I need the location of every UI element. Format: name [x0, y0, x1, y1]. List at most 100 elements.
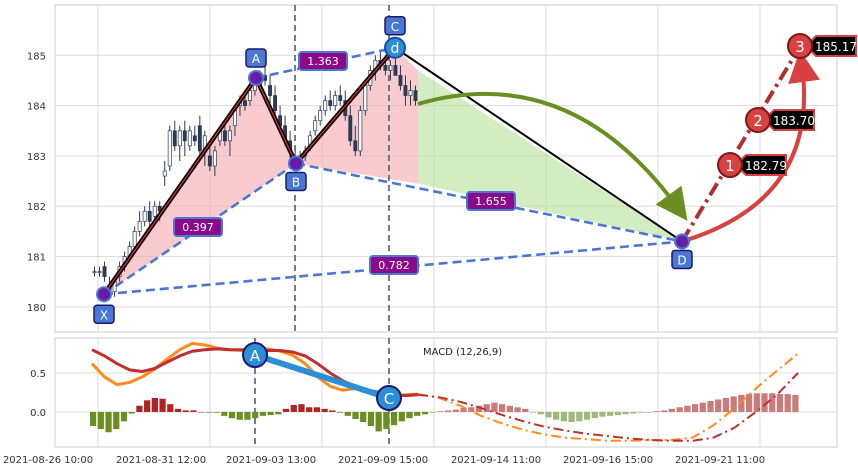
x-tick-label: 2021-09-16 15:00 [563, 455, 653, 466]
macd-ytick-label: 0.5 [30, 369, 46, 380]
candle-body [92, 271, 97, 273]
macd-histogram-bar [661, 410, 668, 412]
macd-histogram-bar [144, 400, 151, 412]
macd-histogram-bar [128, 411, 135, 414]
candle-body [323, 100, 328, 111]
macd-histogram-bar [360, 411, 367, 423]
ratio-label: 0.397 [182, 221, 214, 234]
candle-body [273, 95, 278, 111]
xab-triangle [104, 77, 296, 295]
macd-histogram-bar [383, 411, 390, 430]
price-ytick-label: 184 [27, 102, 46, 113]
target-value-label: 182.79 [745, 159, 787, 173]
point-label: B [292, 175, 300, 189]
macd-histogram-bar [591, 411, 598, 419]
point-label: C [391, 20, 399, 34]
price-ytick-label: 180 [27, 303, 46, 314]
macd-histogram-bar [769, 393, 776, 412]
candle-body [348, 115, 353, 142]
macd-histogram-bar [352, 411, 359, 419]
target-number: 3 [795, 38, 805, 56]
target-circle [745, 107, 771, 133]
ratio-label-box [369, 255, 419, 275]
candle-body [413, 90, 418, 101]
macd-histogram-bar [228, 411, 236, 419]
candle-body [167, 130, 172, 167]
macd-histogram-bar [537, 411, 544, 415]
macd-histogram-bar [198, 411, 205, 413]
macd-histogram-bar [676, 407, 683, 412]
macd-histogram-bar [707, 401, 714, 412]
point-label-box [245, 48, 267, 68]
macd-ytick-label: 0.0 [30, 408, 46, 419]
macd-histogram-bar [282, 408, 290, 412]
macd-point-label: C [384, 390, 394, 408]
macd-histogram-bar [221, 411, 228, 416]
macd-histogram-bar [236, 411, 243, 420]
candle-body [212, 150, 217, 167]
macd-histogram-bar [776, 394, 784, 412]
macd-histogram-bar [506, 405, 513, 412]
ratio-label: 1.655 [475, 195, 507, 208]
candle-body [97, 271, 102, 273]
price-ytick-label: 181 [27, 253, 46, 264]
macd-histogram-bar [699, 402, 706, 412]
ratio-label-box [173, 217, 223, 237]
macd-histogram-bar [745, 394, 753, 412]
candle-body [268, 85, 272, 96]
macd-histogram-bar [213, 411, 220, 413]
projection-arrow [417, 91, 688, 221]
macd-histogram-bar [599, 411, 606, 417]
price-ytick-label: 183 [27, 152, 46, 163]
x-tick-label: 2021-09-14 11:00 [451, 455, 541, 466]
macd-histogram-bar [275, 411, 282, 415]
macd-histogram-bar [151, 397, 158, 412]
macd-histogram-bar [576, 411, 583, 422]
macd-histogram-bar [136, 405, 143, 412]
candle-body [102, 266, 107, 278]
candle-body [318, 110, 323, 122]
macd-histogram-bar [252, 411, 259, 419]
macd-histogram-bar [483, 404, 490, 412]
macd-histogram-bar [259, 411, 266, 416]
macd-histogram-bar [375, 411, 382, 432]
candle-body [207, 155, 212, 167]
candle-body [177, 130, 182, 147]
price-ytick-label: 185 [27, 51, 46, 62]
point-label-box [384, 16, 406, 36]
macd-histogram-bar [398, 411, 405, 422]
candle-body [358, 110, 363, 152]
point-marker [248, 69, 264, 86]
macd-histogram-bar [367, 411, 375, 426]
candle-body [353, 140, 358, 152]
macd-histogram-bar [691, 404, 699, 412]
macd-histogram-bar [306, 407, 313, 412]
macd-histogram-bar [653, 411, 660, 412]
macd-histogram-bar [514, 407, 521, 412]
candle-body [222, 130, 227, 142]
target-value-box [762, 109, 815, 131]
candle-body [248, 90, 252, 101]
bc-leg-inner [295, 47, 396, 164]
macd-histogram-bar [614, 411, 621, 416]
point-label-box [285, 171, 307, 192]
macd-histogram-bar [468, 407, 475, 412]
ratio-label-box [298, 51, 348, 71]
macd-histogram-bar [244, 411, 251, 420]
candle-body [152, 205, 157, 217]
x-tick-label: 2021-08-31 12:00 [116, 455, 206, 466]
x-tick-label: 2021-08-26 10:00 [3, 455, 93, 466]
macd-histogram-bar [167, 404, 174, 412]
macd-histogram-bar [784, 394, 791, 412]
point-label: A [252, 52, 261, 66]
point-marker [96, 286, 112, 303]
macd-histogram-bar [715, 399, 722, 412]
macd-histogram-bar [290, 404, 297, 412]
macd-panel: 0.0 0.5 2021-08-26 10:00 2021-08-31 12:00 20… [3, 337, 838, 466]
macd-histogram-bar [761, 393, 768, 412]
macd-plot-area [54, 337, 838, 448]
macd-histogram-bar [97, 411, 104, 430]
xd-ratio-line [103, 240, 683, 296]
candle-body [393, 65, 398, 76]
macd-point-label: A [250, 347, 261, 365]
